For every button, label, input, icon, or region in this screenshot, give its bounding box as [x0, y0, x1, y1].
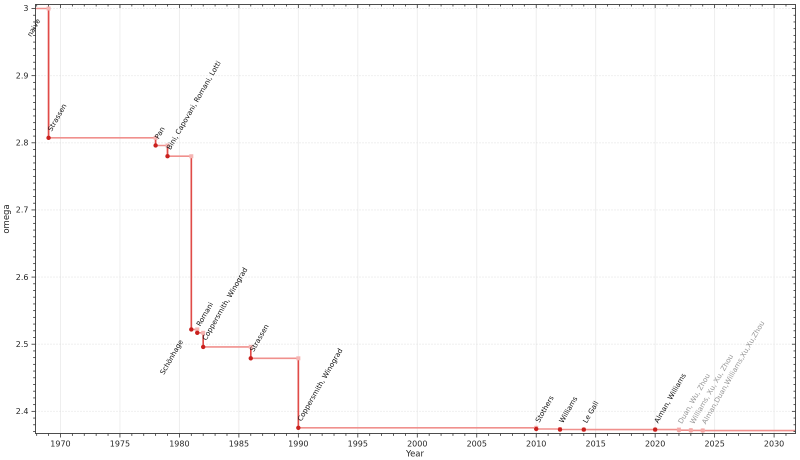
data-point-marker: [700, 428, 705, 433]
y-tick-label: 2.9: [16, 71, 29, 80]
point-label: Schönhage: [159, 338, 185, 376]
data-point-marker: [165, 154, 170, 159]
data-point-marker: [46, 135, 51, 141]
data-point-marker: [296, 425, 301, 430]
data-point-marker: [652, 427, 658, 432]
y-tick-label: 3: [23, 4, 28, 13]
x-tick-label: 2030: [764, 440, 784, 449]
data-point-marker: [189, 327, 194, 332]
y-axis-title: omega: [2, 204, 12, 233]
point-label: Strassen: [249, 323, 271, 353]
omega-step-line: [35, 7, 796, 432]
x-tick-label: 1985: [229, 440, 249, 449]
point-label: Stothers: [534, 394, 556, 424]
data-point-marker: [676, 428, 682, 433]
point-label: Bini, Capovani, Romani, Lotti: [165, 60, 222, 152]
data-point-marker: [688, 428, 694, 433]
data-point-marker: [581, 427, 586, 432]
plot-area: 1970 1975 1980 1985 1990 1995 2000 2005 2010 2015…: [16, 4, 796, 449]
x-tick-label: 2005: [467, 440, 487, 449]
x-tick-label: 2020: [645, 440, 665, 449]
step-corner-marker: [189, 154, 194, 159]
point-label: naive: [26, 18, 42, 39]
y-tick-label: 2.4: [16, 407, 29, 416]
y-tick-label: 2.7: [16, 206, 29, 215]
data-point-marker: [557, 427, 563, 432]
plot-border: [35, 4, 796, 434]
step-corner-marker: [201, 330, 206, 335]
x-axis-title: Year: [405, 450, 425, 460]
point-label: Alman,Duan,Williams,Xu,Xu,Zhou: [701, 320, 767, 426]
x-tick-label: 2000: [407, 440, 427, 449]
step-corner-marker: [248, 344, 253, 349]
point-label: Coppersmith, Winograd: [296, 347, 344, 423]
data-point-marker: [200, 344, 206, 350]
data-point-marker: [248, 356, 253, 361]
x-tick-label: 2015: [586, 440, 606, 449]
step-corner-marker: [165, 143, 170, 148]
data-point-marker: [534, 426, 539, 432]
point-label: Pan: [153, 126, 166, 141]
x-tick-label: 1980: [169, 440, 189, 449]
point-label: Le Gall: [582, 400, 601, 425]
x-tick-label: 2010: [526, 440, 546, 449]
y-tick-label: 2.8: [16, 139, 29, 148]
x-tick-label: 1975: [110, 440, 130, 449]
x-tick-label: 1995: [348, 440, 368, 449]
x-tick-label: 2025: [704, 440, 724, 449]
step-corner-marker: [296, 356, 301, 361]
data-point-marker: [153, 143, 158, 148]
data-point-marker: [195, 330, 200, 335]
y-tick-label: 2.5: [16, 340, 29, 349]
x-tick-label: 1990: [288, 440, 308, 449]
step-corner-marker: [153, 135, 158, 140]
step-corner-marker: [195, 327, 200, 332]
step-corner-marker: [46, 6, 51, 11]
point-label: Strassen: [46, 102, 68, 132]
y-tick-label: 2.6: [16, 273, 29, 282]
point-label: Williams: [558, 395, 580, 425]
x-tick-label: 1970: [50, 440, 70, 449]
